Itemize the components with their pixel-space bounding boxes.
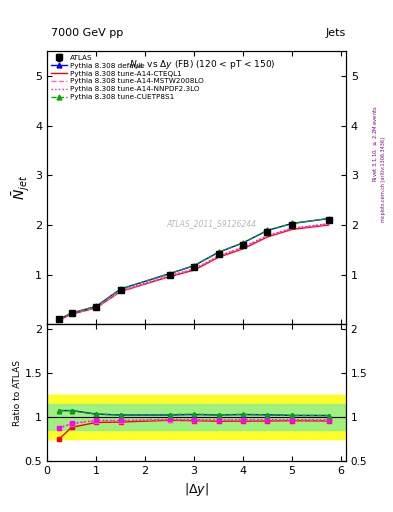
Pythia 8.308 tune-CUETP8S1 <box>167 270 172 276</box>
Pythia 8.308 tune-A14-NNPDF2.3LO <box>118 288 123 294</box>
Bar <box>47 403 346 430</box>
Pythia 8.308 tune-A14-NNPDF2.3LO <box>167 272 172 279</box>
Pythia 8.308 tune-A14-MSTW2008LO <box>192 266 196 272</box>
Pythia 8.308 tune-A14-MSTW2008LO <box>94 305 99 311</box>
Pythia 8.308 default <box>192 263 196 269</box>
Pythia 8.308 tune-A14-CTEQL1 <box>94 305 99 311</box>
Line: Pythia 8.308 tune-A14-NNPDF2.3LO: Pythia 8.308 tune-A14-NNPDF2.3LO <box>59 224 329 319</box>
Pythia 8.308 tune-A14-NNPDF2.3LO <box>265 232 270 239</box>
Pythia 8.308 default <box>290 220 294 226</box>
Pythia 8.308 tune-A14-MSTW2008LO <box>326 221 331 227</box>
Pythia 8.308 tune-CUETP8S1 <box>265 227 270 233</box>
Pythia 8.308 default <box>118 286 123 292</box>
Pythia 8.308 tune-A14-NNPDF2.3LO <box>69 311 74 317</box>
Pythia 8.308 tune-A14-MSTW2008LO <box>118 288 123 294</box>
Pythia 8.308 tune-A14-MSTW2008LO <box>290 225 294 231</box>
Pythia 8.308 tune-A14-CTEQL1 <box>326 222 331 228</box>
Pythia 8.308 tune-A14-NNPDF2.3LO <box>57 316 62 323</box>
Pythia 8.308 tune-A14-NNPDF2.3LO <box>241 244 245 250</box>
Pythia 8.308 tune-CUETP8S1 <box>94 303 99 309</box>
Pythia 8.308 tune-A14-CTEQL1 <box>265 234 270 240</box>
Pythia 8.308 tune-CUETP8S1 <box>57 316 62 322</box>
Pythia 8.308 tune-A14-NNPDF2.3LO <box>192 266 196 272</box>
Pythia 8.308 tune-A14-CTEQL1 <box>290 226 294 232</box>
Y-axis label: Ratio to ATLAS: Ratio to ATLAS <box>13 359 22 425</box>
Bar <box>47 395 346 439</box>
Pythia 8.308 tune-A14-CTEQL1 <box>216 254 221 260</box>
Pythia 8.308 tune-CUETP8S1 <box>118 286 123 292</box>
Text: ATLAS_2011_S9126244: ATLAS_2011_S9126244 <box>166 219 257 228</box>
Pythia 8.308 tune-CUETP8S1 <box>326 216 331 222</box>
Pythia 8.308 tune-A14-NNPDF2.3LO <box>326 221 331 227</box>
Pythia 8.308 tune-A14-MSTW2008LO <box>69 311 74 317</box>
Pythia 8.308 tune-A14-CTEQL1 <box>192 267 196 273</box>
Text: $N_{jet}$ vs $\Delta y$ (FB) (120 < pT < 150): $N_{jet}$ vs $\Delta y$ (FB) (120 < pT <… <box>129 59 276 73</box>
Line: Pythia 8.308 tune-A14-MSTW2008LO: Pythia 8.308 tune-A14-MSTW2008LO <box>59 224 329 319</box>
Pythia 8.308 default <box>265 227 270 233</box>
Pythia 8.308 tune-CUETP8S1 <box>216 249 221 255</box>
Pythia 8.308 tune-CUETP8S1 <box>69 310 74 316</box>
Pythia 8.308 default <box>167 270 172 276</box>
Pythia 8.308 tune-A14-MSTW2008LO <box>241 244 245 250</box>
Text: mcplots.cern.ch [arXiv:1306.3436]: mcplots.cern.ch [arXiv:1306.3436] <box>381 137 386 222</box>
Pythia 8.308 default <box>57 316 62 322</box>
Text: 7000 GeV pp: 7000 GeV pp <box>51 28 123 38</box>
Pythia 8.308 default <box>241 240 245 246</box>
Pythia 8.308 tune-A14-MSTW2008LO <box>57 316 62 323</box>
Pythia 8.308 tune-A14-CTEQL1 <box>167 273 172 280</box>
Pythia 8.308 tune-CUETP8S1 <box>241 240 245 246</box>
Y-axis label: $\bar{N}_{jet}$: $\bar{N}_{jet}$ <box>11 175 32 200</box>
Pythia 8.308 tune-CUETP8S1 <box>290 220 294 226</box>
Line: Pythia 8.308 default: Pythia 8.308 default <box>57 216 331 322</box>
Pythia 8.308 tune-A14-MSTW2008LO <box>265 233 270 239</box>
Pythia 8.308 default <box>94 303 99 309</box>
Pythia 8.308 tune-A14-CTEQL1 <box>118 288 123 294</box>
Pythia 8.308 default <box>216 249 221 255</box>
X-axis label: $|\Delta y|$: $|\Delta y|$ <box>184 481 209 498</box>
Pythia 8.308 tune-A14-MSTW2008LO <box>216 253 221 259</box>
Pythia 8.308 tune-A14-CTEQL1 <box>57 317 62 323</box>
Pythia 8.308 tune-A14-NNPDF2.3LO <box>290 225 294 231</box>
Text: Rivet 3.1.10, $\geq$ 2.2M events: Rivet 3.1.10, $\geq$ 2.2M events <box>371 105 379 182</box>
Pythia 8.308 default <box>326 216 331 222</box>
Line: Pythia 8.308 tune-A14-CTEQL1: Pythia 8.308 tune-A14-CTEQL1 <box>59 225 329 320</box>
Pythia 8.308 default <box>69 310 74 316</box>
Pythia 8.308 tune-A14-CTEQL1 <box>241 246 245 252</box>
Pythia 8.308 tune-A14-NNPDF2.3LO <box>216 253 221 259</box>
Pythia 8.308 tune-A14-NNPDF2.3LO <box>94 305 99 311</box>
Legend: ATLAS, Pythia 8.308 default, Pythia 8.308 tune-A14-CTEQL1, Pythia 8.308 tune-A14: ATLAS, Pythia 8.308 default, Pythia 8.30… <box>50 53 205 101</box>
Text: Jets: Jets <box>325 28 346 38</box>
Pythia 8.308 tune-CUETP8S1 <box>192 263 196 269</box>
Pythia 8.308 tune-A14-CTEQL1 <box>69 311 74 317</box>
Pythia 8.308 tune-A14-MSTW2008LO <box>167 273 172 279</box>
Line: Pythia 8.308 tune-CUETP8S1: Pythia 8.308 tune-CUETP8S1 <box>57 216 331 322</box>
